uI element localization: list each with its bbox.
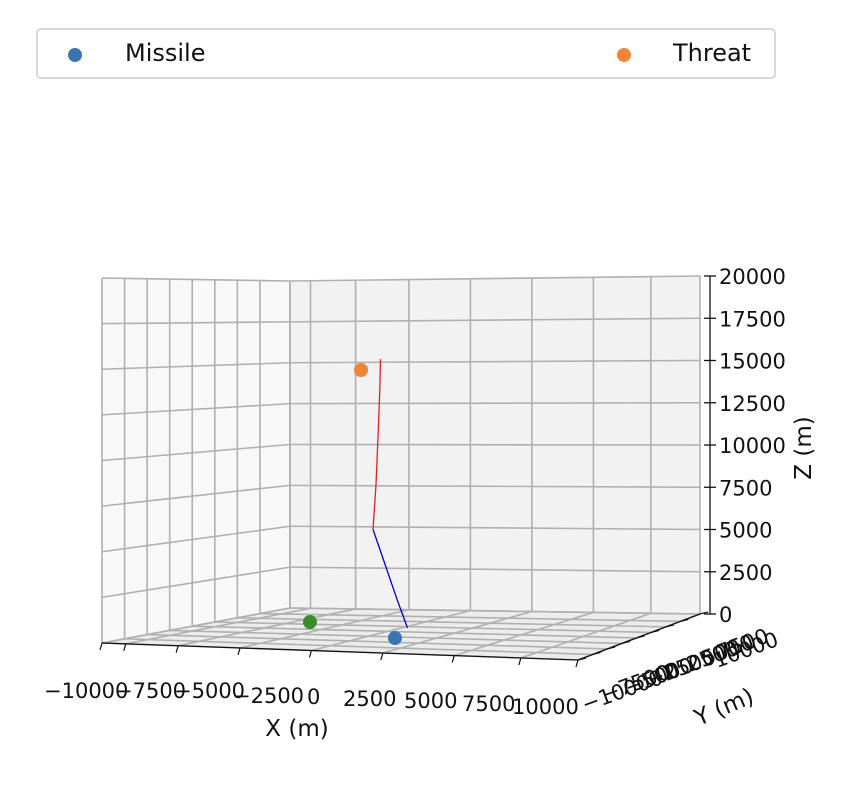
y-tick-mark xyxy=(651,629,660,633)
z-grid-left-line xyxy=(101,607,291,644)
z-tick-label: 20000 xyxy=(719,265,786,289)
legend-label-threat: Threat xyxy=(672,39,751,67)
z-tick-label: 2500 xyxy=(719,561,772,585)
z-grid-left-line xyxy=(101,321,291,325)
x-axis-label: X (m) xyxy=(265,716,328,742)
threat-point xyxy=(354,363,368,377)
z-grid-back-line xyxy=(289,401,701,405)
z-grid-left-line xyxy=(101,277,291,282)
z-tick-label: 15000 xyxy=(719,350,786,374)
z-grid-back-line xyxy=(289,359,701,364)
x-tick-mark xyxy=(380,652,384,661)
z-tick-label: 5000 xyxy=(719,519,772,543)
x-tick-mark xyxy=(175,645,179,653)
x-tick-mark xyxy=(123,643,127,652)
z-grid-back-line xyxy=(289,443,701,446)
x-tick-label: 0 xyxy=(307,685,320,709)
z-tick-label: 17500 xyxy=(719,307,786,331)
y-grid-floor-line xyxy=(192,625,637,639)
x-tick-label: −10000 xyxy=(44,679,128,703)
z-axis-label: Z (m) xyxy=(791,416,817,479)
z-grid-back-line xyxy=(289,275,701,282)
y-grid-floor-line xyxy=(147,633,608,650)
y-grid-floor-line xyxy=(124,638,593,656)
z-tick-label: 10000 xyxy=(719,434,786,458)
y-grid-floor-line xyxy=(214,621,652,634)
z-grid-left-line xyxy=(101,525,291,553)
legend: Missile Threat xyxy=(36,28,776,79)
x-tick-label: 10000 xyxy=(512,695,579,719)
x-tick-mark xyxy=(575,659,579,668)
x-tick-label: −2500 xyxy=(233,684,304,708)
z-grid-left-line xyxy=(101,484,291,507)
missile-trajectory-line xyxy=(372,529,409,629)
y-tick-mark xyxy=(621,640,631,645)
x-tick-mark xyxy=(518,657,522,666)
x-tick-mark xyxy=(237,647,241,656)
launch-point xyxy=(303,615,317,629)
x-tick-label: −5000 xyxy=(174,679,245,703)
z-grid-back-line xyxy=(289,607,701,615)
legend-box xyxy=(36,28,776,79)
z-grid-back-line xyxy=(289,525,701,531)
trajectory-lines xyxy=(372,359,409,629)
z-grid-back-line xyxy=(289,484,701,489)
x-axis-line xyxy=(101,642,579,661)
y-tick-mark xyxy=(607,646,616,650)
x-tick-label: 2500 xyxy=(343,687,396,711)
z-grid-left-line xyxy=(101,566,291,599)
legend-label-missile: Missile xyxy=(125,39,205,67)
y-tick-mark xyxy=(699,611,709,615)
y-grid-floor-line xyxy=(259,612,681,623)
data-points xyxy=(303,363,402,645)
y-tick-mark xyxy=(636,635,645,639)
z-grid-left-line xyxy=(101,402,291,416)
z-tick-label: 12500 xyxy=(719,392,786,416)
y-tick-mark xyxy=(577,657,587,661)
x-tick-mark xyxy=(99,642,103,651)
missile-point xyxy=(388,631,402,645)
x-tick-label: 7500 xyxy=(462,692,515,716)
x-tick-label: −7500 xyxy=(115,679,186,703)
axis-lines xyxy=(99,275,716,668)
x-tick-mark xyxy=(308,650,313,658)
y-tick-mark xyxy=(592,651,601,656)
z-grid-left-line xyxy=(101,443,291,462)
y-axis-label: Y (m) xyxy=(690,684,758,732)
left-pane xyxy=(102,278,290,643)
z-tick-label: 7500 xyxy=(719,476,772,500)
y-tick-mark xyxy=(665,624,674,628)
z-grid-back-line xyxy=(289,317,701,323)
z-grid-left-line xyxy=(101,361,291,371)
legend-marker-threat xyxy=(617,48,631,62)
legend-marker-missile xyxy=(68,48,82,62)
z-tick-label: 0 xyxy=(719,603,732,627)
x-tick-label: 5000 xyxy=(404,689,457,713)
y-tick-mark xyxy=(680,618,689,622)
z-grid-back-line xyxy=(289,566,701,573)
threat-trajectory-line xyxy=(372,359,382,530)
x-tick-mark xyxy=(451,655,455,663)
